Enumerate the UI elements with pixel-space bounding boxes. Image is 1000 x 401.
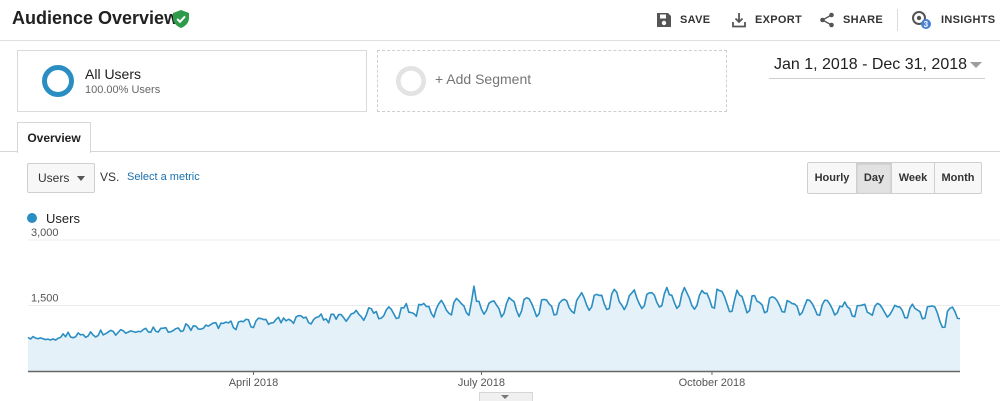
page-title: Audience Overview — [12, 8, 179, 28]
granularity-toggle: Hourly Day Week Month — [807, 162, 982, 194]
legend-dot — [27, 213, 37, 223]
save-icon — [657, 13, 671, 27]
users-line-chart: 1,500 3,000 April 2018 July 2018 October 201… — [27, 228, 1000, 389]
action-divider — [897, 9, 898, 31]
share-button[interactable]: SHARE — [819, 11, 883, 29]
save-button[interactable]: SAVE — [656, 11, 710, 29]
granularity-hourly-button[interactable]: Hourly — [808, 163, 857, 193]
date-range-picker[interactable]: Jan 1, 2018 - Dec 31, 2018 — [769, 52, 985, 79]
insights-label: INSIGHTS — [941, 14, 996, 26]
insights-badge: 3 — [924, 20, 929, 29]
users-area — [28, 286, 960, 371]
export-label: EXPORT — [755, 14, 803, 26]
users-line — [27, 285, 961, 341]
chevron-down-icon — [970, 62, 982, 68]
granularity-month-button[interactable]: Month — [941, 172, 975, 184]
empty-segment-icon — [395, 65, 427, 97]
insights-button[interactable]: 3 INSIGHTS — [911, 11, 995, 29]
share-label: SHARE — [843, 14, 884, 26]
chart-collapse-handle[interactable] — [479, 392, 533, 401]
segment-percentage: 100.00% Users — [85, 84, 161, 96]
segment-all-users[interactable]: All Users 100.00% Users — [17, 50, 367, 112]
tab-overview[interactable]: Overview — [17, 122, 91, 153]
x-tick-label-1: July 2018 — [458, 377, 505, 389]
y-tick-label-0: 1,500 — [31, 293, 59, 305]
share-icon — [820, 12, 834, 28]
y-tick-label-1: 3,000 — [31, 228, 59, 239]
insights-icon: 3 — [912, 11, 931, 29]
vs-label: VS. — [100, 170, 120, 184]
granularity-day-button[interactable]: Day — [857, 163, 892, 193]
export-icon — [732, 13, 746, 28]
export-button[interactable]: EXPORT — [731, 11, 802, 29]
x-tick-label-2: October 2018 — [679, 377, 746, 389]
chart-legend: Users — [27, 210, 80, 226]
save-label: SAVE — [680, 14, 711, 26]
segment-title: All Users — [85, 66, 142, 82]
legend-label: Users — [46, 210, 80, 226]
date-range-label: Jan 1, 2018 - Dec 31, 2018 — [774, 56, 968, 73]
granularity-week-button[interactable]: Week — [892, 163, 935, 193]
x-tick-label-0: April 2018 — [229, 377, 279, 389]
metric-select[interactable]: Users — [27, 163, 95, 193]
add-segment-label: + Add Segment — [435, 71, 532, 87]
tab-divider — [0, 151, 1000, 152]
segment-donut-icon — [42, 65, 74, 97]
select-metric-link[interactable]: Select a metric — [127, 171, 200, 183]
caret-down-icon — [77, 176, 85, 181]
top-bar: Audience Overview SAVE EXPORT SHARE — [0, 0, 1000, 41]
verified-shield-icon — [173, 10, 189, 28]
metric-select-value: Users — [38, 171, 70, 185]
add-segment-button[interactable]: + Add Segment — [377, 50, 727, 112]
